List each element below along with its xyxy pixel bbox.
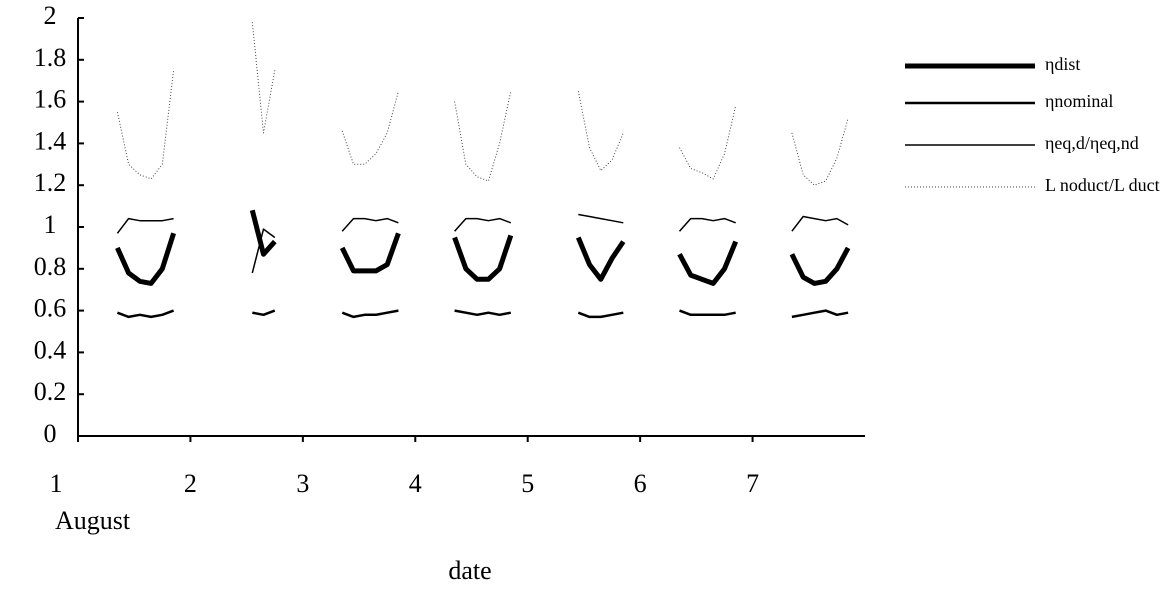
series-line	[116, 309, 849, 319]
x-tick-label: 7	[746, 469, 759, 498]
y-tick-label: 2	[44, 1, 57, 30]
x-tick-label: 1	[50, 469, 63, 498]
x-axis-label: date	[448, 556, 491, 585]
legend-label: ηeq,d/ηeq,nd	[1045, 133, 1139, 153]
x-tick-label: 2	[184, 469, 197, 498]
y-tick-label: 1.6	[34, 85, 67, 114]
x-tick-label: 3	[296, 469, 309, 498]
series-line	[116, 213, 849, 274]
x-tick-label: 6	[634, 469, 647, 498]
y-tick-label: 1.2	[34, 168, 67, 197]
y-tick-label: 1.8	[34, 43, 67, 72]
series-line	[115, 209, 851, 286]
y-tick-label: 0.2	[34, 377, 67, 406]
y-tick-label: 0.4	[34, 335, 67, 364]
y-tick-label: 0	[44, 419, 57, 448]
legend-label: ηnominal	[1045, 91, 1113, 111]
legend-label: ηdist	[1045, 54, 1080, 74]
y-tick-label: 0.8	[34, 252, 67, 281]
series-line	[116, 22, 849, 186]
legend-label: L noduct/L duct	[1045, 175, 1160, 195]
x-tick-label: 5	[521, 469, 534, 498]
x-tick-label: 4	[409, 469, 422, 498]
y-tick-label: 1.4	[34, 126, 67, 155]
y-tick-label: 1	[44, 210, 57, 239]
y-tick-label: 0.6	[34, 294, 67, 323]
x-note: August	[55, 506, 131, 535]
